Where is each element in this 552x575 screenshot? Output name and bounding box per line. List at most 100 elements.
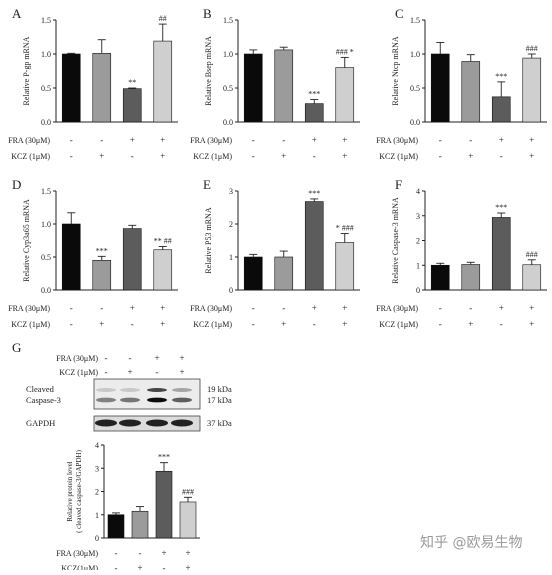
band-gapdh [146, 419, 168, 427]
bar [243, 53, 263, 123]
fra-sign: - [70, 303, 73, 313]
kcz-sign: + [185, 563, 190, 570]
y-tick-label: 0.0 [41, 286, 51, 295]
bar [122, 228, 142, 291]
kcz-row-label: KCZ (1μM) [193, 152, 232, 161]
blot-kcz-sign: - [105, 367, 108, 377]
y-tick-label: 0.5 [223, 84, 233, 93]
bar [430, 264, 450, 291]
fra-sign: + [160, 303, 165, 313]
caspase-blot-box [93, 378, 201, 410]
bar [153, 249, 173, 291]
blot-label-gapdh: GAPDH [26, 418, 55, 428]
blot-kcz-label: KCZ (1μM) [59, 368, 98, 377]
bar [61, 53, 81, 123]
band-gapdh [171, 419, 193, 427]
blot-label-caspase3: Caspase-3 [26, 395, 61, 405]
y-tick-label: 4 [416, 187, 420, 196]
significance-label: *** [96, 246, 108, 255]
fra-row-label: FRA (30μM) [376, 136, 418, 145]
kcz-row-label: KCZ (1μM) [379, 152, 418, 161]
kcz-sign: - [500, 319, 503, 329]
kcz-row-label: KCZ(1μM) [61, 564, 98, 570]
blot-fra-sign: + [179, 353, 184, 363]
band-gapdh [119, 419, 141, 427]
y-tick-label: 2 [416, 237, 420, 246]
fra-sign: + [342, 135, 347, 145]
y-tick-label: 3 [229, 187, 233, 196]
western-blot: FRA (30μM)KCZ (1μM)---++-++CleavedCaspas… [26, 353, 232, 432]
bar [107, 514, 125, 539]
fra-sign: - [115, 548, 118, 558]
fra-sign: + [185, 548, 190, 558]
y-tick-label: 0.5 [41, 253, 51, 262]
y-axis-label: Relative Bsep mRNA [204, 36, 213, 106]
kcz-sign: + [468, 151, 473, 161]
panel-letter: E [203, 177, 211, 192]
blot-fra-sign: - [105, 353, 108, 363]
y-tick-label: 1.5 [223, 16, 233, 25]
y-axis-label: Relative protein level [66, 461, 74, 521]
significance-label: ### [526, 250, 538, 259]
kcz-sign: - [313, 319, 316, 329]
fra-sign: - [469, 135, 472, 145]
kcz-sign: - [115, 563, 118, 570]
y-tick-label: 1 [416, 261, 420, 270]
fra-sign: + [161, 548, 166, 558]
kcz-sign: - [131, 319, 134, 329]
y-axis-label: Relative Ntcp mRNA [391, 36, 400, 106]
kcz-sign: + [99, 151, 104, 161]
kcz-sign: + [137, 563, 142, 570]
fra-row-label: FRA (30μM) [56, 549, 98, 558]
y-tick-label: 1.5 [41, 16, 51, 25]
watermark: 知乎 @欧易生物 [420, 534, 522, 551]
fra-sign: + [130, 135, 135, 145]
bar [155, 470, 173, 539]
bar [92, 53, 112, 123]
fra-sign: - [439, 303, 442, 313]
bar [274, 49, 294, 123]
kcz-sign: + [99, 319, 104, 329]
y-axis-label: Relative Caspase-3 mRNA [391, 197, 400, 284]
band-17kda [147, 397, 167, 403]
fra-sign: + [529, 135, 534, 145]
significance-label: ** ## [154, 236, 172, 245]
kcz-sign: - [70, 319, 73, 329]
significance-label: ## [159, 14, 167, 23]
kcz-sign: - [163, 563, 166, 570]
fra-sign: - [469, 303, 472, 313]
band-19kda [147, 388, 167, 392]
fra-sign: - [252, 303, 255, 313]
fra-sign: + [529, 303, 534, 313]
blot-kcz-sign: - [156, 367, 159, 377]
fra-row-label: FRA (30μM) [376, 304, 418, 313]
y-tick-label: 1.5 [410, 16, 420, 25]
kcz-sign: - [70, 151, 73, 161]
y-tick-label: 1 [229, 253, 233, 262]
band-17kda [172, 397, 192, 403]
significance-label: *** [495, 203, 507, 212]
kcz-sign: - [500, 151, 503, 161]
fra-row-label: FRA (30μM) [8, 136, 50, 145]
panel-a: A 0.0 0.5 1.0 1.5 Relative P-gp mRNA - - - + ** + - #… [8, 6, 178, 161]
y-tick-label: 0.5 [41, 84, 51, 93]
bar [153, 40, 173, 123]
bar [335, 67, 355, 123]
significance-label: *** [158, 453, 170, 462]
kcz-row-label: KCZ (1μM) [11, 152, 50, 161]
y-tick-label: 1.5 [41, 187, 51, 196]
kda-17: 17 kDa [207, 395, 232, 405]
blot-kcz-sign: + [179, 367, 184, 377]
bar [461, 264, 481, 291]
band-19kda [172, 388, 192, 392]
bar [92, 259, 112, 291]
panel-g: G 0 1 2 3 4 Relative protein level( cleaved ca… [12, 340, 200, 573]
bar [304, 201, 324, 291]
bar [131, 510, 149, 539]
fra-sign: + [342, 303, 347, 313]
y-tick-label: 1.0 [410, 50, 420, 59]
panel-letter: B [203, 6, 212, 21]
kcz-sign: + [342, 319, 347, 329]
band-19kda [120, 388, 140, 392]
kcz-sign: - [131, 151, 134, 161]
